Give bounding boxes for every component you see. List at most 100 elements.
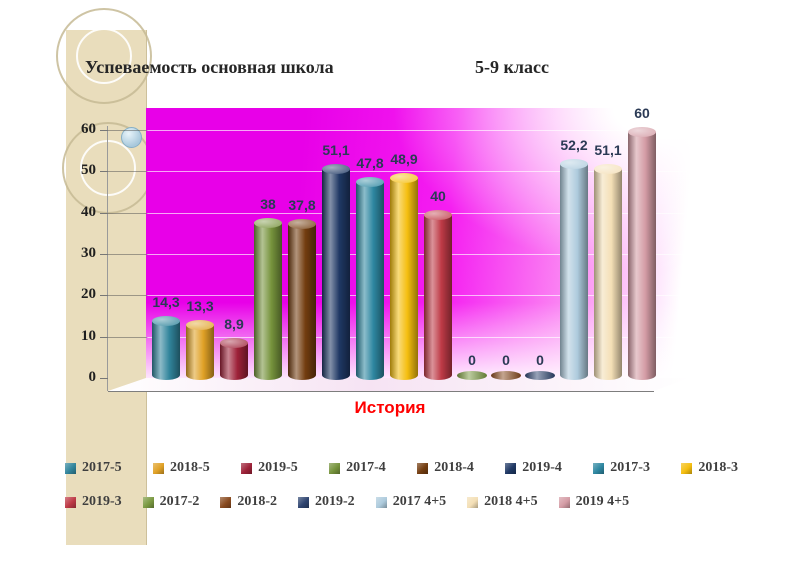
bar-value-label: 38	[260, 195, 276, 212]
bar-2018-2	[491, 371, 521, 380]
bar-top-cap	[254, 217, 282, 228]
bar-value-label: 51,1	[594, 141, 622, 158]
bar-2018-3	[390, 172, 418, 380]
bar-2017 4+5	[560, 159, 588, 380]
bar-top-cap	[424, 209, 452, 220]
decorative-circle-icon	[80, 140, 136, 196]
legend-item-label: 2019-3	[82, 494, 122, 509]
legend-item-2017-5: 2017-5	[65, 460, 122, 476]
bar-value-label: 47,8	[356, 155, 384, 172]
bar-value-label: 52,2	[560, 137, 588, 154]
bar-value-label: 0	[536, 352, 544, 368]
gridline	[108, 130, 688, 131]
legend-item-label: 2017-5	[82, 460, 122, 475]
legend-item-2018-2: 2018-2	[220, 494, 277, 510]
y-axis-tick-label: 0	[88, 369, 97, 385]
legend-item-label: 2019-4	[522, 460, 562, 475]
y-axis-tick	[100, 212, 108, 214]
bar-value-label: 14,3	[152, 293, 180, 310]
bar-top-cap	[594, 163, 622, 174]
bar-2019-3	[424, 209, 452, 380]
legend-item-label: 2019-2	[315, 494, 355, 509]
legend-swatch-icon	[329, 462, 341, 474]
y-axis-tick	[100, 295, 108, 297]
bar-top-cap	[628, 127, 656, 137]
legend-swatch-icon	[65, 496, 76, 508]
bar-2018-4	[288, 218, 316, 380]
y-axis-tick-label: 30	[81, 245, 96, 261]
gridline	[108, 171, 688, 173]
x-axis-label: История	[354, 398, 426, 417]
bar-value-label: 0	[502, 352, 510, 368]
bar-top-cap	[152, 315, 180, 326]
bar-2017-2	[457, 371, 487, 380]
bar-2019-4	[322, 163, 350, 380]
bar-top-cap	[390, 172, 418, 183]
chart-legend-row: 2017-5 2018-5 2019-5 2017-4 2018-4 2019-4 2017…	[65, 460, 738, 476]
legend-swatch-icon	[65, 462, 76, 474]
legend-item-2018-4+5: 2018 4+5	[467, 494, 538, 510]
bar-value-label: 60	[634, 105, 650, 121]
bar-top-cap	[560, 159, 588, 170]
bar-2018-5	[186, 320, 214, 380]
y-axis-tick	[100, 254, 108, 255]
legend-item-2019-3: 2019-3	[65, 494, 122, 510]
bar-2018 4+5	[594, 163, 622, 380]
bar-2017-3	[356, 177, 384, 380]
bar-value-label: 8,9	[224, 316, 244, 333]
plot-floor	[108, 378, 690, 391]
legend-swatch-icon	[298, 496, 310, 508]
legend-swatch-icon	[505, 462, 517, 474]
legend-item-2017-3: 2017-3	[593, 460, 650, 476]
legend-swatch-icon	[681, 462, 693, 474]
x-axis-line	[108, 391, 654, 392]
legend-item-2018-5: 2018-5	[153, 460, 210, 476]
bar-2017-4	[254, 217, 282, 380]
legend-item-2019-5: 2019-5	[241, 460, 298, 476]
y-axis-tick	[100, 171, 108, 173]
bar-2019-5	[220, 338, 248, 380]
bar-top-cap	[288, 218, 316, 229]
bar-value-label: 13,3	[186, 298, 214, 315]
y-axis-tick	[100, 130, 108, 131]
legend-item-label: 2017-4	[346, 460, 386, 475]
legend-item-label: 2019 4+5	[575, 494, 630, 509]
decorative-circle-icon	[76, 28, 132, 84]
slide-title-class: 5-9 класс	[475, 57, 549, 77]
legend-item-label: 2017-2	[159, 494, 200, 509]
bar-value-label: 51,1	[322, 141, 350, 158]
legend-swatch-icon	[220, 496, 232, 508]
y-axis-line	[107, 126, 108, 391]
bar-top-cap	[356, 177, 384, 188]
legend-item-label: 2018-2	[237, 494, 278, 509]
legend-item-label: 2017 4+5	[392, 494, 447, 509]
legend-swatch-icon	[375, 496, 387, 508]
legend-item-2019-4+5: 2019 4+5	[558, 494, 630, 510]
bar-2017-5	[152, 315, 180, 380]
legend-item-label: 2018 4+5	[484, 494, 538, 509]
legend-item-2019-2: 2019-2	[298, 494, 355, 510]
legend-item-label: 2018-4	[434, 460, 474, 475]
legend-swatch-icon	[241, 462, 253, 474]
slide-title: Успеваемость основная школа	[85, 57, 334, 77]
y-axis-tick	[100, 378, 108, 379]
legend-item-2019-4: 2019-4	[505, 460, 562, 476]
legend-swatch-icon	[467, 496, 479, 508]
y-axis-tick-label: 10	[81, 327, 96, 344]
decorative-circle-icon	[56, 8, 152, 104]
legend-item-2017-2: 2017-2	[142, 494, 200, 510]
decorative-dot-icon	[121, 127, 142, 148]
legend-item-2017-4: 2017-4	[329, 460, 386, 476]
bar-2019 4+5	[628, 127, 656, 380]
y-axis-tick-label: 50	[81, 162, 96, 179]
bar-value-label: 37,8	[288, 196, 316, 213]
legend-item-label: 2017-3	[610, 460, 650, 475]
y-axis-tick	[100, 336, 108, 338]
y-axis-tick-label: 60	[81, 121, 96, 137]
legend-item-label: 2019-5	[258, 460, 298, 475]
bar-top-cap	[220, 338, 248, 349]
legend-swatch-icon	[558, 496, 570, 508]
bar-top-cap	[322, 163, 350, 174]
legend-item-label: 2018-5	[170, 460, 210, 475]
